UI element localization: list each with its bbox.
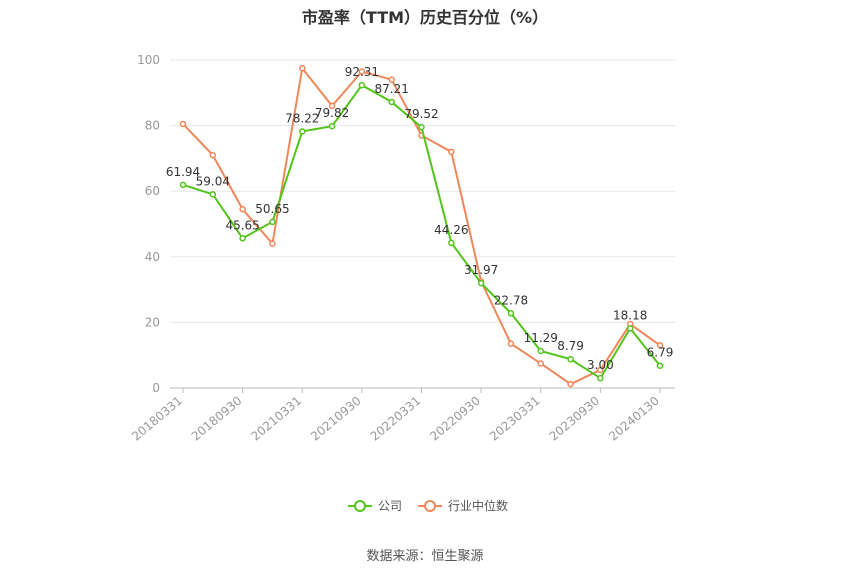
data-label: 92.31	[345, 65, 379, 79]
data-point	[239, 235, 246, 242]
x-tick-label: 20210331	[248, 394, 304, 444]
legend-marker	[424, 500, 436, 512]
data-label: 18.18	[613, 308, 647, 322]
data-label: 79.82	[315, 106, 349, 120]
data-point	[209, 151, 217, 159]
legend-label: 公司	[378, 499, 402, 513]
data-label: 44.26	[434, 223, 468, 237]
y-tick-label: 100	[137, 53, 160, 67]
data-label: 87.21	[375, 82, 409, 96]
data-point	[626, 325, 634, 332]
data-point	[328, 122, 336, 130]
data-point	[537, 347, 544, 355]
data-label: 61.94	[166, 165, 200, 179]
data-point	[388, 98, 395, 106]
data-point	[358, 68, 366, 75]
data-point	[567, 380, 574, 388]
data-point	[507, 310, 515, 317]
x-tick-label: 20210930	[308, 394, 364, 444]
data-point	[418, 123, 425, 131]
data-label: 45.65	[225, 218, 259, 232]
data-point	[209, 191, 217, 198]
legend-item-company: 公司	[348, 499, 402, 513]
data-point	[507, 340, 515, 347]
legend-item-industry-median: 行业中位数	[418, 498, 508, 513]
data-point	[299, 64, 306, 72]
x-tick-label: 20180331	[129, 394, 185, 444]
y-tick-label: 60	[145, 184, 160, 198]
data-point	[299, 128, 306, 135]
legend-label: 行业中位数	[448, 498, 508, 513]
y-tick-label: 0	[152, 381, 160, 395]
data-point	[358, 81, 366, 89]
data-label: 11.29	[524, 331, 558, 345]
data-point	[328, 102, 336, 110]
data-point	[269, 240, 276, 247]
y-tick-label: 40	[145, 250, 160, 264]
x-tick-label: 20220930	[427, 394, 483, 444]
x-tick-label: 20240130	[606, 394, 662, 444]
x-tick-label: 20230331	[487, 394, 543, 444]
data-point	[656, 342, 664, 349]
y-tick-label: 20	[145, 315, 160, 329]
data-point	[448, 148, 455, 156]
data-point	[597, 366, 604, 374]
data-label: 50.65	[255, 202, 289, 216]
chart-title: 市盈率（TTM）历史百分位（%）	[301, 8, 549, 27]
x-tick-label: 20220331	[368, 394, 424, 444]
data-label: 22.78	[494, 293, 528, 307]
x-tick-label: 20180930	[189, 394, 245, 444]
y-tick-label: 80	[145, 119, 160, 133]
data-label: 79.52	[404, 107, 438, 121]
data-point	[448, 239, 455, 247]
data-point	[567, 355, 574, 363]
data-point	[537, 360, 544, 367]
data-point	[239, 205, 246, 213]
data-point	[656, 362, 664, 369]
data-label: 78.22	[285, 111, 319, 125]
data-point	[597, 374, 604, 382]
data-label: 3.00	[587, 358, 614, 372]
data-label: 59.04	[196, 174, 230, 188]
data-point	[477, 279, 485, 287]
data-point	[388, 76, 395, 83]
legend-marker	[354, 500, 366, 512]
data-label: 6.79	[647, 346, 674, 360]
data-source: 数据来源：恒生聚源	[366, 549, 484, 564]
x-tick-label: 20230930	[547, 394, 603, 444]
data-label: 8.79	[557, 339, 584, 353]
data-point	[179, 181, 187, 189]
data-point	[179, 120, 187, 128]
data-point	[269, 218, 276, 226]
data-label: 31.97	[464, 263, 498, 277]
